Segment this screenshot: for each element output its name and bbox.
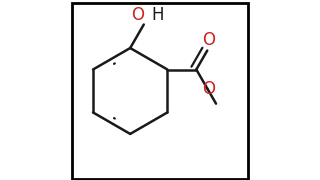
Text: O: O (202, 80, 215, 98)
Text: O: O (131, 6, 144, 24)
Text: H: H (151, 6, 164, 24)
Text: O: O (202, 31, 215, 49)
